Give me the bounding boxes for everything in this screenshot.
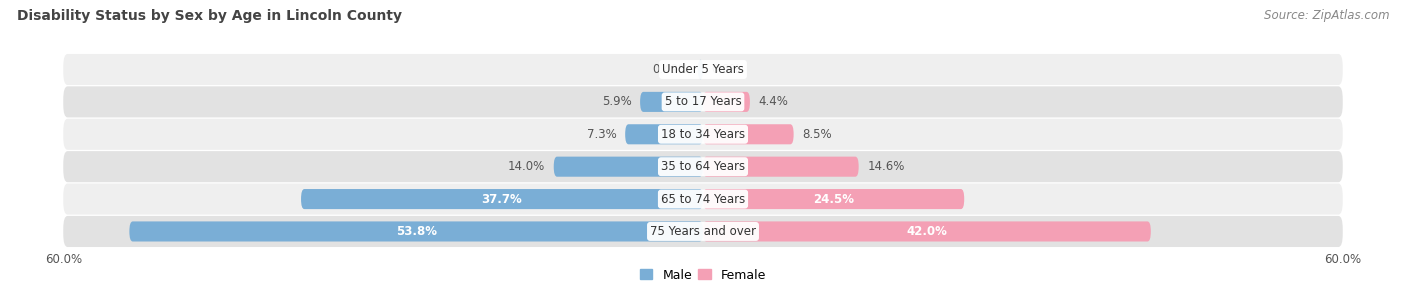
FancyBboxPatch shape: [703, 189, 965, 209]
FancyBboxPatch shape: [63, 54, 1343, 85]
Text: 0.49%: 0.49%: [652, 63, 689, 76]
Text: 37.7%: 37.7%: [482, 192, 523, 206]
FancyBboxPatch shape: [703, 221, 1152, 241]
FancyBboxPatch shape: [63, 86, 1343, 117]
Text: 14.6%: 14.6%: [868, 160, 904, 173]
FancyBboxPatch shape: [63, 151, 1343, 182]
FancyBboxPatch shape: [703, 92, 749, 112]
FancyBboxPatch shape: [640, 92, 703, 112]
Text: Under 5 Years: Under 5 Years: [662, 63, 744, 76]
Legend: Male, Female: Male, Female: [636, 264, 770, 286]
FancyBboxPatch shape: [703, 157, 859, 177]
Text: 35 to 64 Years: 35 to 64 Years: [661, 160, 745, 173]
FancyBboxPatch shape: [63, 119, 1343, 150]
Text: 4.4%: 4.4%: [758, 95, 789, 109]
Text: 5 to 17 Years: 5 to 17 Years: [665, 95, 741, 109]
FancyBboxPatch shape: [129, 221, 703, 241]
Text: 8.5%: 8.5%: [803, 128, 832, 141]
FancyBboxPatch shape: [301, 189, 703, 209]
FancyBboxPatch shape: [626, 124, 703, 144]
Text: Disability Status by Sex by Age in Lincoln County: Disability Status by Sex by Age in Linco…: [17, 9, 402, 23]
Text: 42.0%: 42.0%: [907, 225, 948, 238]
Text: 65 to 74 Years: 65 to 74 Years: [661, 192, 745, 206]
Text: 53.8%: 53.8%: [395, 225, 437, 238]
FancyBboxPatch shape: [63, 184, 1343, 215]
Text: 18 to 34 Years: 18 to 34 Years: [661, 128, 745, 141]
FancyBboxPatch shape: [63, 216, 1343, 247]
Text: 5.9%: 5.9%: [602, 95, 631, 109]
Text: 75 Years and over: 75 Years and over: [650, 225, 756, 238]
Text: Source: ZipAtlas.com: Source: ZipAtlas.com: [1264, 9, 1389, 22]
Text: 14.0%: 14.0%: [508, 160, 546, 173]
Text: 24.5%: 24.5%: [813, 192, 853, 206]
Text: 0.0%: 0.0%: [711, 63, 741, 76]
FancyBboxPatch shape: [697, 60, 703, 80]
Text: 7.3%: 7.3%: [586, 128, 617, 141]
FancyBboxPatch shape: [554, 157, 703, 177]
FancyBboxPatch shape: [703, 124, 793, 144]
